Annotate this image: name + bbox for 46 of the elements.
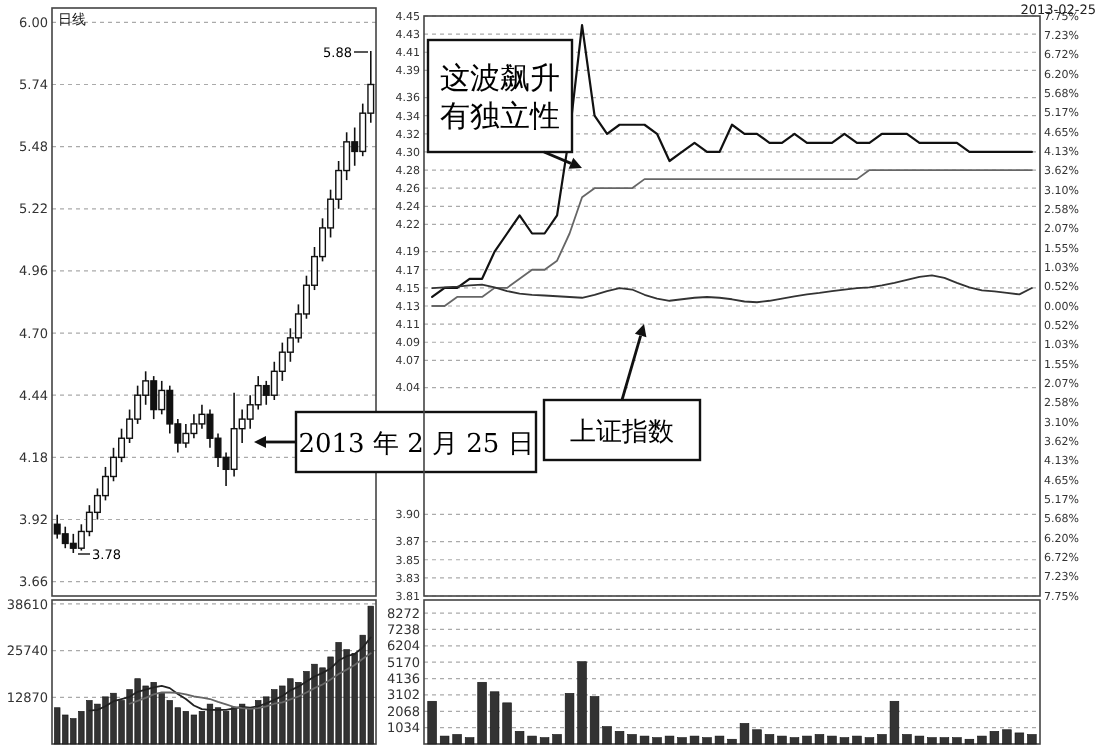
bar xyxy=(303,671,310,745)
bar xyxy=(239,703,246,745)
bar xyxy=(367,605,374,745)
bar xyxy=(343,649,350,745)
bar xyxy=(230,707,238,745)
candlestick xyxy=(182,423,190,449)
bar xyxy=(287,678,294,745)
bar xyxy=(94,703,101,745)
candlestick xyxy=(230,392,238,478)
candlestick xyxy=(53,513,61,540)
line-series xyxy=(431,169,1033,307)
bar xyxy=(102,696,109,745)
bar xyxy=(110,692,117,745)
line-series xyxy=(431,23,1033,299)
bar xyxy=(279,685,286,745)
candlestick xyxy=(69,533,77,554)
candlestick xyxy=(190,413,198,440)
bar xyxy=(206,703,214,745)
bar xyxy=(142,685,149,745)
line-series xyxy=(88,636,372,712)
bar xyxy=(62,714,69,745)
line-series xyxy=(431,274,1033,304)
bar xyxy=(222,711,230,745)
bar xyxy=(311,663,318,745)
candlestick xyxy=(150,375,158,420)
bar xyxy=(214,707,222,745)
annotation: 2013 年 2 月 25 日 xyxy=(298,430,534,460)
bar xyxy=(54,707,61,745)
bar xyxy=(70,718,77,745)
annotation: 上证指数 xyxy=(570,418,674,448)
bar xyxy=(247,707,254,745)
bar xyxy=(86,700,93,745)
bar xyxy=(263,696,270,745)
bar xyxy=(174,707,181,745)
bar xyxy=(134,678,141,745)
bar xyxy=(166,700,173,745)
bar xyxy=(150,682,157,745)
bar xyxy=(335,642,342,745)
line-series xyxy=(128,652,372,710)
bar xyxy=(271,689,278,745)
candlestick xyxy=(61,525,69,549)
annotation: 这波飙升有独立性 xyxy=(440,60,560,134)
bar xyxy=(190,714,198,745)
bar xyxy=(255,700,262,745)
bar xyxy=(198,711,206,745)
bar xyxy=(182,711,189,745)
